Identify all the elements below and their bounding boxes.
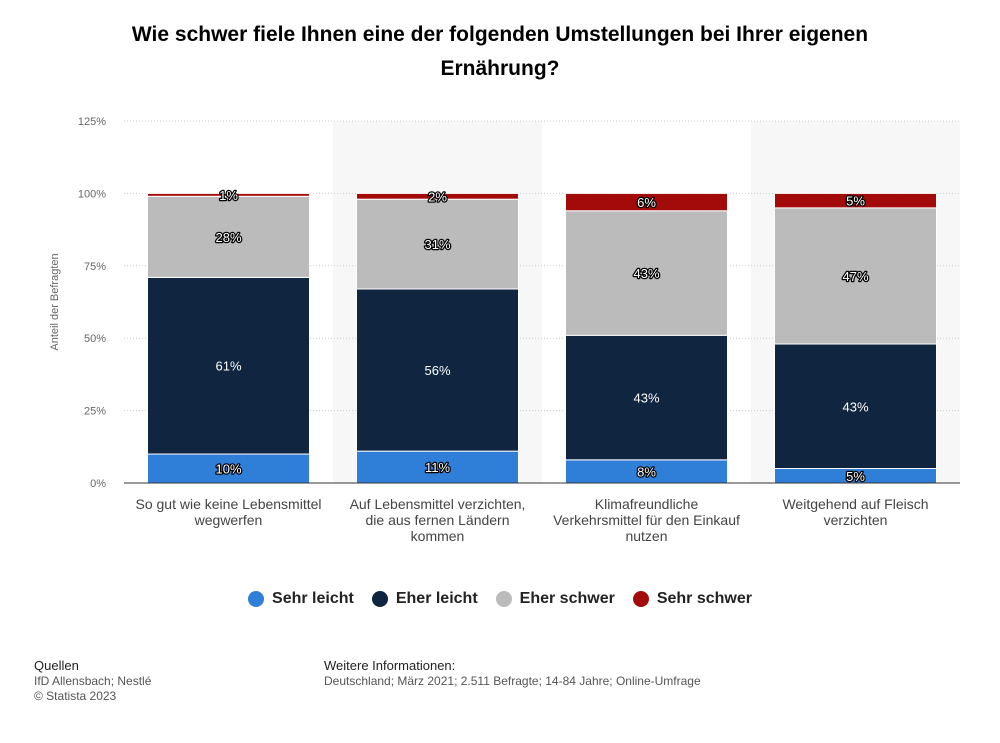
bar-segment[interactable] (147, 195, 310, 278)
legend-item-eher-schwer[interactable]: Eher schwer (495, 590, 615, 608)
data-label: 56% (424, 363, 450, 378)
legend-dot-sehr-leicht (248, 591, 265, 607)
stacked-bar-chart: 0% 25% 50% 75% 100% 125% Anteil der Befragten 1… (49, 116, 960, 544)
data-label: 5% (846, 469, 865, 484)
sources-heading: Quellen (34, 658, 79, 673)
bar-segment[interactable] (565, 192, 728, 212)
y-tick-label: 50% (84, 333, 106, 345)
x-tick-label: verzichten (824, 512, 888, 528)
legend-label: Eher schwer (519, 590, 615, 607)
x-tick-label: kommen (411, 528, 465, 544)
legend-item-sehr-leicht[interactable]: Sehr leicht (248, 590, 354, 608)
data-label: 10% (215, 462, 241, 477)
chart-title: Wie schwer fiele Ihnen eine der folgende… (131, 23, 869, 80)
legend-label: Sehr leicht (272, 590, 354, 607)
bar-segment[interactable] (774, 192, 937, 209)
legend-item-sehr-schwer[interactable]: Sehr schwer (632, 590, 752, 608)
x-tick-label: nutzen (625, 528, 667, 544)
bar-segment[interactable] (356, 198, 519, 290)
info-heading: Weitere Informationen: (324, 658, 456, 673)
x-tick-label: Klimafreundliche (595, 496, 699, 512)
bar-segment[interactable] (147, 276, 310, 455)
data-label: 6% (637, 195, 656, 210)
data-label: 43% (633, 266, 659, 281)
x-tick-label: Verkehrsmittel für den Einkauf (553, 512, 740, 528)
copyright-line: © Statista 2023 (34, 689, 117, 703)
x-tick-label: Weitgehend auf Fleisch (782, 496, 928, 512)
data-label: 11% (425, 460, 450, 475)
bar-segment[interactable] (356, 192, 519, 200)
bar-segment[interactable] (147, 192, 310, 197)
bar-segment[interactable] (774, 343, 937, 470)
y-tick-label: 25% (84, 406, 106, 418)
legend-dot-eher-schwer (495, 591, 512, 607)
x-tick-label: So gut wie keine Lebensmittel (136, 496, 322, 512)
bar-segment[interactable] (356, 450, 519, 484)
bar-segment[interactable] (774, 207, 937, 345)
info-text: Deutschland; März 2021; 2.511 Befragte; … (324, 674, 701, 688)
y-tick-label: 0% (90, 478, 106, 490)
legend: Sehr leicht Eher leicht Eher schwer Sehr… (0, 590, 1000, 608)
y-tick-label: 100% (78, 188, 106, 200)
sources-line[interactable]: IfD Allensbach; Nestlé (34, 674, 152, 688)
y-axis-label: Anteil der Befragten (49, 253, 61, 350)
bar-segment[interactable] (565, 210, 728, 336)
bar-segment[interactable] (356, 288, 519, 452)
x-tick-label: wegwerfen (194, 512, 263, 528)
legend-item-eher-leicht[interactable]: Eher leicht (371, 590, 478, 608)
data-label: 1% (219, 188, 238, 203)
x-tick-label: die aus fernen Ländern (366, 512, 510, 528)
bar-segment[interactable] (565, 334, 728, 461)
sources-block: Quellen IfD Allensbach; Nestlé © Statist… (34, 658, 151, 704)
data-label: 28% (215, 230, 241, 245)
info-block: Weitere Informationen: Deutschland; März… (324, 658, 701, 689)
data-label: 47% (842, 269, 868, 284)
legend-dot-sehr-schwer (632, 591, 649, 607)
x-tick-label: Auf Lebensmittel verzichten, (350, 496, 526, 512)
data-label: 5% (846, 194, 865, 209)
y-tick-label: 75% (84, 261, 106, 273)
data-label: 61% (215, 359, 241, 374)
data-label: 2% (428, 189, 447, 204)
legend-label: Eher leicht (395, 590, 478, 607)
legend-dot-eher-leicht (371, 591, 388, 607)
data-label: 43% (633, 391, 659, 406)
data-label: 8% (637, 464, 656, 479)
data-label: 43% (842, 399, 868, 414)
legend-label: Sehr schwer (656, 590, 752, 607)
y-tick-label: 125% (78, 116, 106, 128)
data-label: 31% (424, 237, 450, 252)
